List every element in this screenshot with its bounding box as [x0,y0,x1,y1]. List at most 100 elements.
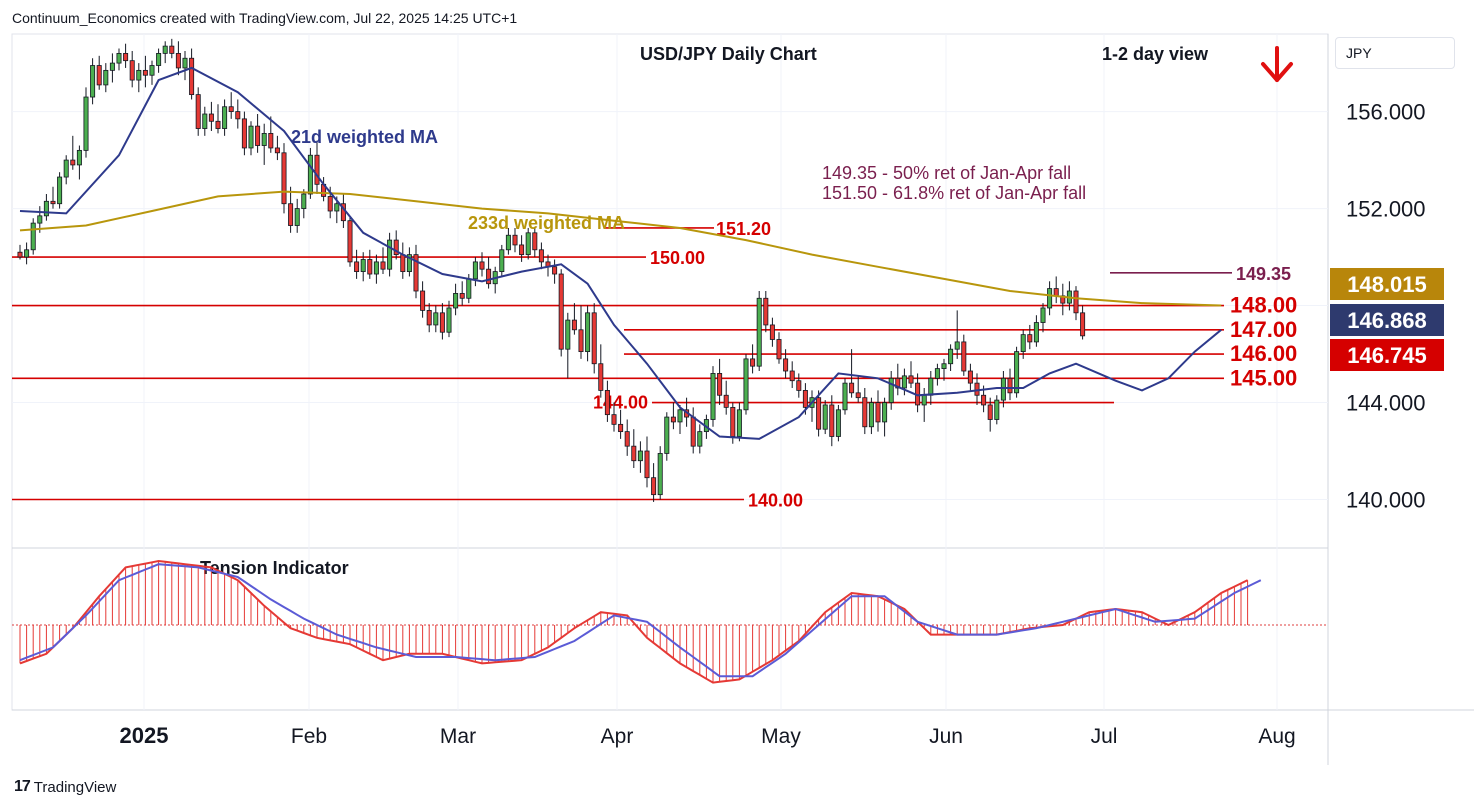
candle-body [987,404,993,420]
candle-body [835,409,841,437]
candle-body [307,154,313,195]
candle-body [796,380,802,391]
ma-233d-line [19,190,1222,307]
candle-body [294,208,300,226]
price-tag [1330,339,1444,371]
candle-body [96,65,102,86]
plot-frame [11,33,1329,711]
candle-body [1053,288,1059,297]
candle-body [90,65,96,98]
candle-body [670,416,676,423]
candle-body [736,409,742,437]
candle-body [598,363,604,391]
candle-body [43,200,49,217]
candle-body [241,118,247,149]
candle-body [288,203,294,226]
currency-label[interactable]: JPY [1335,37,1455,69]
candle-body [83,96,89,151]
candle-body [525,232,531,256]
candle-body [162,45,168,54]
level-label: 149.35 [1236,264,1291,284]
ma-21d-line [19,66,1222,440]
candle-body [505,234,511,251]
x-tick-label: Aug [1258,725,1295,748]
y-tick-label: 140.000 [1346,488,1426,513]
candle-body [578,329,584,353]
candle-body [730,406,736,437]
candle-body [433,312,439,326]
candle-body [175,52,181,69]
candle-body [829,404,835,437]
candle-body [1014,351,1020,394]
candle-body [149,65,155,76]
candle-body [129,60,135,81]
candle-body [1047,288,1053,309]
x-tick-label: 2025 [120,723,169,748]
candle-body [532,232,538,251]
candle-body [657,453,663,496]
candle-body [1027,334,1033,343]
candle-body [281,152,287,205]
candle-body [334,203,340,212]
tension-indicator-title: Tension Indicator [200,558,349,578]
candle-body [677,409,683,423]
candle-body [862,397,868,428]
candle-body [934,368,940,379]
candle-body [961,341,967,372]
candle-body [37,215,43,224]
x-tick-label: Mar [440,725,476,748]
candle-body [1020,334,1026,353]
candle-body [103,69,109,86]
candle-body [948,348,954,365]
x-tick-label: Jun [929,725,963,748]
candle-body [855,392,861,399]
candle-body [202,113,208,129]
candle-body [888,377,894,403]
candle-body [327,196,333,212]
candlesticks [17,38,1086,502]
candle-body [908,375,914,384]
grid [11,33,1474,765]
candle-body [70,159,76,166]
candle-body [776,339,782,360]
candle-body [189,57,195,96]
candle-body [895,377,901,389]
candle-body [954,341,960,350]
candle-body [466,278,472,299]
price-tag [1330,304,1444,336]
candle-body [393,239,399,256]
candle-body [842,382,848,411]
level-label: 147.00 [1230,317,1297,342]
candle-body [604,390,610,416]
candle-body [644,450,650,479]
candle-body [717,373,723,396]
candle-body [637,450,643,462]
candle-body [314,154,320,185]
candle-body [789,370,795,382]
candle-body [519,244,525,256]
tradingview-brand[interactable]: 17 TradingView [14,778,116,796]
candle-body [710,373,716,420]
candle-body [142,69,148,76]
candle-body [301,193,307,209]
candle-body [743,358,749,411]
candle-body [459,293,465,299]
candle-body [413,254,419,292]
level-label: 145.00 [1230,365,1297,390]
candle-body [690,416,696,447]
chart-title: USD/JPY Daily Chart [640,44,817,64]
retracement-note: 151.50 - 61.8% ret of Jan-Apr fall [822,183,1086,203]
candle-body [274,147,280,154]
candle-body [723,394,729,408]
candle-body [591,312,597,365]
candle-body [631,445,637,462]
candle-body [235,111,241,120]
candle-body [901,375,907,389]
candle-body [387,239,393,270]
candle-body [868,402,874,428]
candle-body [373,261,379,275]
candle-body [763,297,769,326]
candle-body [116,52,122,64]
candle-body [994,399,1000,420]
